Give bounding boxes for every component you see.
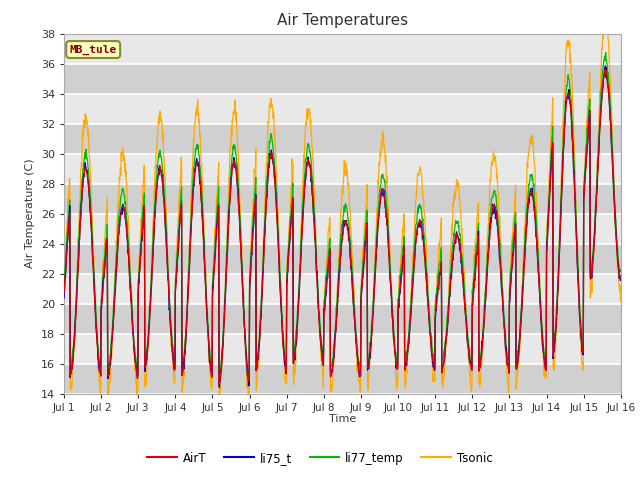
- Bar: [64, 63, 621, 94]
- Legend: AirT, li75_t, li77_temp, Tsonic: AirT, li75_t, li77_temp, Tsonic: [143, 447, 497, 469]
- Bar: [64, 123, 621, 154]
- Text: MB_tule: MB_tule: [70, 44, 117, 55]
- X-axis label: Time: Time: [329, 414, 356, 424]
- Y-axis label: Air Temperature (C): Air Temperature (C): [25, 159, 35, 268]
- Bar: [64, 363, 621, 394]
- Bar: [64, 243, 621, 274]
- Title: Air Temperatures: Air Temperatures: [277, 13, 408, 28]
- Bar: [64, 303, 621, 334]
- Bar: [64, 183, 621, 214]
